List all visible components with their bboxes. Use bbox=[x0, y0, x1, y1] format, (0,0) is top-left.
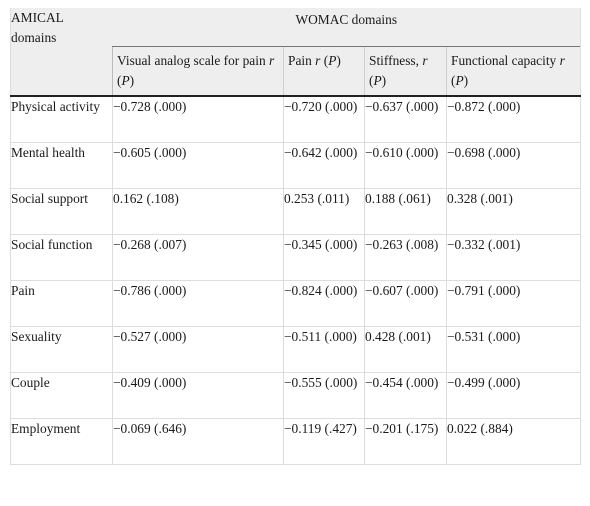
pain-cell: −0.555 (.000) bbox=[283, 372, 365, 419]
stiffness-cell: −0.637 (.000) bbox=[364, 96, 447, 143]
table-row: Mental health −0.605 (.000) −0.642 (.000… bbox=[10, 142, 582, 189]
stiffness-cell: −0.454 (.000) bbox=[364, 372, 447, 419]
functional-capacity-cell: −0.499 (.000) bbox=[445, 372, 582, 419]
domain-cell: Employment bbox=[10, 418, 113, 465]
vas-cell: −0.527 (.000) bbox=[112, 326, 284, 373]
domain-cell: Social support bbox=[10, 188, 113, 235]
table-row: Social function −0.268 (.007) −0.345 (.0… bbox=[10, 234, 582, 281]
stiffness-cell: −0.607 (.000) bbox=[364, 280, 447, 327]
pain-cell: 0.253 (.011) bbox=[283, 188, 365, 235]
domain-cell: Pain bbox=[10, 280, 113, 327]
functional-capacity-cell: −0.698 (.000) bbox=[445, 142, 582, 189]
table-row: Employment −0.069 (.646) −0.119 (.427) −… bbox=[10, 418, 582, 465]
domain-cell: Couple bbox=[10, 372, 113, 419]
column-header-vas: Visual analog scale for pain r (P) bbox=[112, 46, 284, 97]
amical-domains-header: AMICAL domains bbox=[10, 8, 113, 97]
pain-cell: −0.720 (.000) bbox=[283, 96, 365, 143]
table-row: Physical activity −0.728 (.000) −0.720 (… bbox=[10, 96, 582, 143]
vas-cell: −0.605 (.000) bbox=[112, 142, 284, 189]
table-row: Pain −0.786 (.000) −0.824 (.000) −0.607 … bbox=[10, 280, 582, 327]
table-row: Couple −0.409 (.000) −0.555 (.000) −0.45… bbox=[10, 372, 582, 419]
stiffness-cell: −0.201 (.175) bbox=[364, 418, 447, 465]
vas-cell: −0.786 (.000) bbox=[112, 280, 284, 327]
domain-cell: Sexuality bbox=[10, 326, 113, 373]
functional-capacity-cell: −0.332 (.001) bbox=[445, 234, 582, 281]
stiffness-cell: 0.428 (.001) bbox=[364, 326, 447, 373]
pain-cell: −0.511 (.000) bbox=[283, 326, 365, 373]
correlation-table: AMICAL domains WOMAC domains Visual anal… bbox=[10, 8, 582, 465]
domain-cell: Physical activity bbox=[10, 96, 113, 143]
womac-domains-header: WOMAC domains bbox=[112, 8, 582, 47]
table-row: Sexuality −0.527 (.000) −0.511 (.000) 0.… bbox=[10, 326, 582, 373]
functional-capacity-cell: −0.791 (.000) bbox=[445, 280, 582, 327]
column-header-pain: Pain r (P) bbox=[283, 46, 365, 97]
stiffness-cell: 0.188 (.061) bbox=[364, 188, 447, 235]
stiffness-cell: −0.610 (.000) bbox=[364, 142, 447, 189]
functional-capacity-cell: −0.531 (.000) bbox=[445, 326, 582, 373]
pain-cell: −0.119 (.427) bbox=[283, 418, 365, 465]
vas-cell: −0.268 (.007) bbox=[112, 234, 284, 281]
functional-capacity-cell: 0.022 (.884) bbox=[445, 418, 582, 465]
pain-cell: −0.642 (.000) bbox=[283, 142, 365, 189]
table-row: Social support 0.162 (.108) 0.253 (.011)… bbox=[10, 188, 582, 235]
domain-cell: Mental health bbox=[10, 142, 113, 189]
functional-capacity-cell: 0.328 (.001) bbox=[445, 188, 582, 235]
vas-cell: 0.162 (.108) bbox=[112, 188, 284, 235]
vas-cell: −0.728 (.000) bbox=[112, 96, 284, 143]
vas-cell: −0.069 (.646) bbox=[112, 418, 284, 465]
vas-cell: −0.409 (.000) bbox=[112, 372, 284, 419]
column-header-functional-capacity: Functional capacity r (P) bbox=[445, 46, 582, 97]
domain-cell: Social function bbox=[10, 234, 113, 281]
column-header-stiffness: Stiffness, r (P) bbox=[364, 46, 447, 97]
header-row-group: AMICAL domains WOMAC domains bbox=[10, 8, 582, 97]
pain-cell: −0.345 (.000) bbox=[283, 234, 365, 281]
pain-cell: −0.824 (.000) bbox=[283, 280, 365, 327]
header-row-columns: Visual analog scale for pain r (P) Pain … bbox=[11, 46, 582, 97]
stiffness-cell: −0.263 (.008) bbox=[364, 234, 447, 281]
functional-capacity-cell: −0.872 (.000) bbox=[445, 96, 582, 143]
